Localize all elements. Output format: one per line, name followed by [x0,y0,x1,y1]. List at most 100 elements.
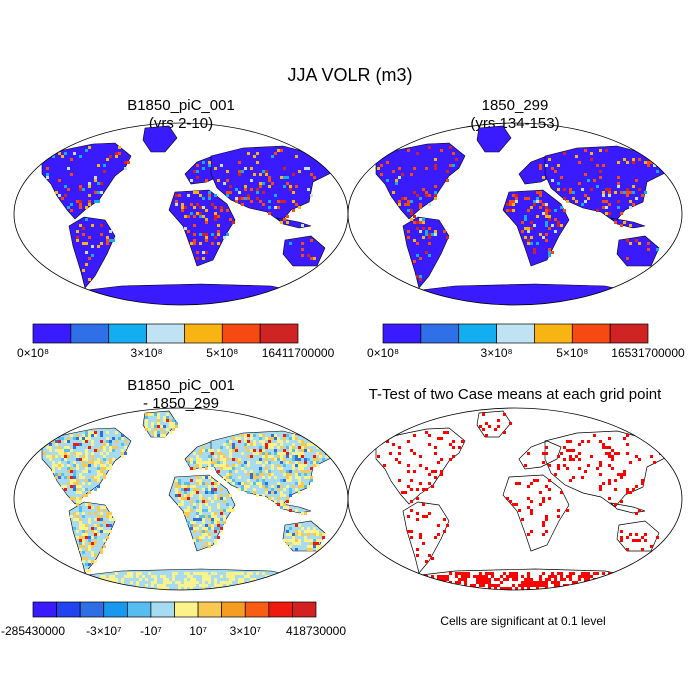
grid-cell [268,440,271,443]
grid-cell [548,464,551,467]
grid-cell [443,587,446,590]
grid-cell [148,428,151,431]
grid-cell [172,419,175,422]
grid-cell [512,200,515,203]
grid-cell [208,455,211,458]
grid-cell [184,227,187,230]
grid-cell [283,479,286,482]
grid-cell [175,200,178,203]
grid-cell [169,590,172,593]
grid-cell [301,533,304,536]
grid-cell [262,452,265,455]
grid-cell [196,464,199,467]
grid-cell [509,203,512,206]
grid-cell [283,575,286,578]
grid-cell [404,203,407,206]
grid-cell [157,584,160,587]
grid-cell [70,173,73,176]
grid-cell [193,452,196,455]
grid-cell [476,578,479,581]
grid-cell [79,443,82,446]
grid-cell [425,431,428,434]
colorbar-bin [244,601,270,618]
grid-cell [166,419,169,422]
grid-cell [551,581,554,584]
grid-cell [295,455,298,458]
grid-cell [70,515,73,518]
grid-cell [313,539,316,542]
grid-cell [545,209,548,212]
grid-cell [410,509,413,512]
grid-cell [253,581,256,584]
grid-cell [163,590,166,593]
grid-cell [211,452,214,455]
grid-cell [377,167,380,170]
grid-cell [476,575,479,578]
grid-cell [536,581,539,584]
grid-cell [461,440,464,443]
grid-cell [584,470,587,473]
grid-cell [509,572,512,575]
grid-cell [413,221,416,224]
grid-cell [548,479,551,482]
grid-cell [166,587,169,590]
grid-cell [458,446,461,449]
grid-cell [280,500,283,503]
grid-cell [259,482,262,485]
grid-cell [262,455,265,458]
grid-cell [199,212,202,215]
grid-cell [88,542,91,545]
grid-cell [268,185,271,188]
grid-cell [271,443,274,446]
grid-cell [392,170,395,173]
grid-cell [259,440,262,443]
grid-cell [79,518,82,521]
grid-cell [626,239,629,242]
grid-cell [106,512,109,515]
grid-cell [205,509,208,512]
grid-cell [557,164,560,167]
grid-cell [253,473,256,476]
grid-cell [79,524,82,527]
grid-cell [479,572,482,575]
grid-cell [163,431,166,434]
grid-cell [250,476,253,479]
grid-cell [88,569,91,572]
grid-cell [208,542,211,545]
grid-cell [545,485,548,488]
grid-cell [253,452,256,455]
grid-cell [280,584,283,587]
grid-cell [82,476,85,479]
grid-cell [205,239,208,242]
grid-cell [608,482,611,485]
grid-cell [419,464,422,467]
grid-cell [73,452,76,455]
grid-cell [154,413,157,416]
grid-cell [578,578,581,581]
grid-cell [512,194,515,197]
grid-cell [214,581,217,584]
colorbar-bin [32,601,57,618]
grid-cell [289,473,292,476]
grid-cell [193,539,196,542]
land-greenland [476,125,512,153]
grid-cell [91,461,94,464]
grid-cell [223,443,226,446]
grid-cell [572,590,575,593]
grid-cell [82,458,85,461]
grid-cell [268,587,271,590]
grid-cell [271,437,274,440]
grid-cell [599,488,602,491]
grid-cell [85,503,88,506]
grid-cell [322,536,325,539]
grid-cell [593,584,596,587]
grid-cell [629,200,632,203]
grid-cell [220,524,223,527]
grid-cell [632,203,635,206]
grid-cell [76,467,79,470]
grid-cell [61,437,64,440]
colorbar-bin [382,323,422,344]
grid-cell [289,446,292,449]
grid-cell [491,575,494,578]
grid-cell [286,470,289,473]
